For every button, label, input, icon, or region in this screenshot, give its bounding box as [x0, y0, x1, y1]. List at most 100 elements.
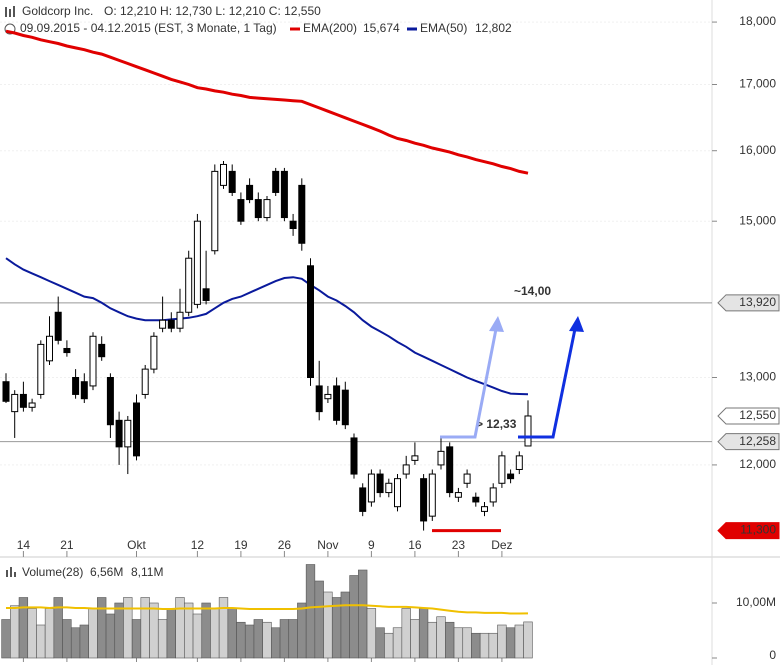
- volume-bar: [305, 564, 316, 659]
- legend-value: 12,802: [475, 21, 512, 35]
- candle-body: [115, 419, 123, 448]
- candle-body: [402, 464, 410, 475]
- volume-bar: [218, 597, 229, 659]
- price-marker-label: 12,550: [739, 408, 776, 422]
- candle-body: [298, 184, 306, 244]
- candle-body: [106, 376, 114, 426]
- candle-body: [98, 343, 106, 358]
- volume-last: 6,56M: [90, 565, 123, 579]
- candle-body: [28, 402, 36, 408]
- legend-label: EMA(200): [303, 21, 357, 35]
- volume-bar: [27, 608, 37, 659]
- x-tick-label: 21: [60, 538, 74, 552]
- candle-body: [63, 347, 71, 354]
- y-tick-label: 0: [769, 648, 776, 662]
- candle-body: [385, 482, 393, 494]
- price-marker: [717, 407, 780, 425]
- candle-body: [524, 415, 532, 447]
- volume-bar: [1, 619, 11, 659]
- price-marker: [717, 433, 780, 451]
- ema-line: [5, 29, 529, 175]
- volume-bar: [166, 608, 176, 659]
- volume-bar: [279, 619, 290, 659]
- legend-label: EMA(50): [420, 21, 467, 35]
- clock-icon: [4, 23, 16, 35]
- y-tick-label: 12,000: [739, 457, 776, 471]
- candle-body: [167, 319, 175, 329]
- y-tick-label: 15,000: [739, 213, 776, 227]
- volume-bar: [375, 627, 385, 659]
- candle-body: [428, 473, 436, 517]
- x-tick-label: 23: [452, 538, 466, 552]
- volume-bar: [10, 605, 20, 659]
- volume-bar: [445, 621, 455, 659]
- volume-bar: [123, 597, 133, 659]
- volume-bar: [523, 621, 533, 659]
- candle-body: [185, 257, 193, 313]
- volume-bar: [244, 624, 255, 659]
- volume-bar: [462, 627, 472, 659]
- arrow-head-light: [489, 316, 504, 332]
- volume-bar: [349, 575, 359, 659]
- candle-body: [246, 184, 254, 201]
- candle-body: [176, 311, 184, 329]
- candle-body: [324, 393, 332, 400]
- candle-body: [437, 450, 445, 466]
- volume-bar: [514, 624, 524, 659]
- candle-body: [359, 487, 367, 512]
- volume-bar: [70, 627, 81, 659]
- candle-body: [220, 163, 227, 186]
- candle-body: [37, 343, 45, 395]
- volume-avg-label: 8,11M: [131, 565, 163, 579]
- x-tick-label: 12: [191, 538, 205, 552]
- candle-body: [315, 385, 323, 413]
- volume-bar: [427, 621, 437, 659]
- x-tick-label: 14: [17, 538, 31, 552]
- volume-bar: [314, 580, 324, 659]
- candle-body: [463, 473, 471, 484]
- volume-bar: [497, 624, 507, 659]
- candle-body: [254, 199, 262, 219]
- candle-body: [333, 385, 341, 421]
- price-marker: [717, 522, 780, 540]
- candle-body: [394, 478, 401, 508]
- price-marker-label: 11,300: [740, 523, 776, 537]
- candle-body: [133, 402, 140, 457]
- candle-body: [341, 389, 349, 426]
- price-marker: [717, 294, 780, 312]
- candle-body: [498, 455, 506, 484]
- x-tick-label: 9: [368, 538, 375, 552]
- candle-body: [263, 199, 271, 219]
- volume-bar: [384, 632, 394, 659]
- volume-bar: [488, 632, 498, 659]
- volume-bar: [149, 602, 159, 659]
- volume-bar: [192, 613, 203, 659]
- volume-bar: [157, 619, 168, 659]
- volume-bar: [97, 597, 107, 659]
- volume-bar: [140, 597, 150, 659]
- ema-line: [5, 257, 529, 396]
- volume-bar: [227, 608, 237, 659]
- volume-bar: [436, 616, 446, 659]
- price-marker-label: 12,258: [739, 434, 776, 448]
- candle-body: [367, 473, 375, 503]
- candle-body: [507, 473, 515, 480]
- volume-bar: [131, 619, 142, 659]
- candle-body: [124, 419, 132, 448]
- candle-body: [46, 335, 53, 362]
- volume-bar: [210, 608, 220, 659]
- candle-body: [72, 376, 80, 395]
- volume-bar: [262, 621, 272, 659]
- candle-body: [89, 335, 97, 387]
- candle-body: [141, 368, 149, 395]
- candle-body: [211, 170, 219, 252]
- annotation: > 12,33: [476, 417, 517, 431]
- volume-avg-line: [6, 604, 529, 615]
- candle-body: [19, 393, 27, 408]
- y-tick-label: 17,000: [739, 77, 776, 91]
- arrow-dark: [518, 323, 578, 439]
- candle-body: [159, 319, 167, 329]
- y-tick-label: 16,000: [739, 143, 776, 157]
